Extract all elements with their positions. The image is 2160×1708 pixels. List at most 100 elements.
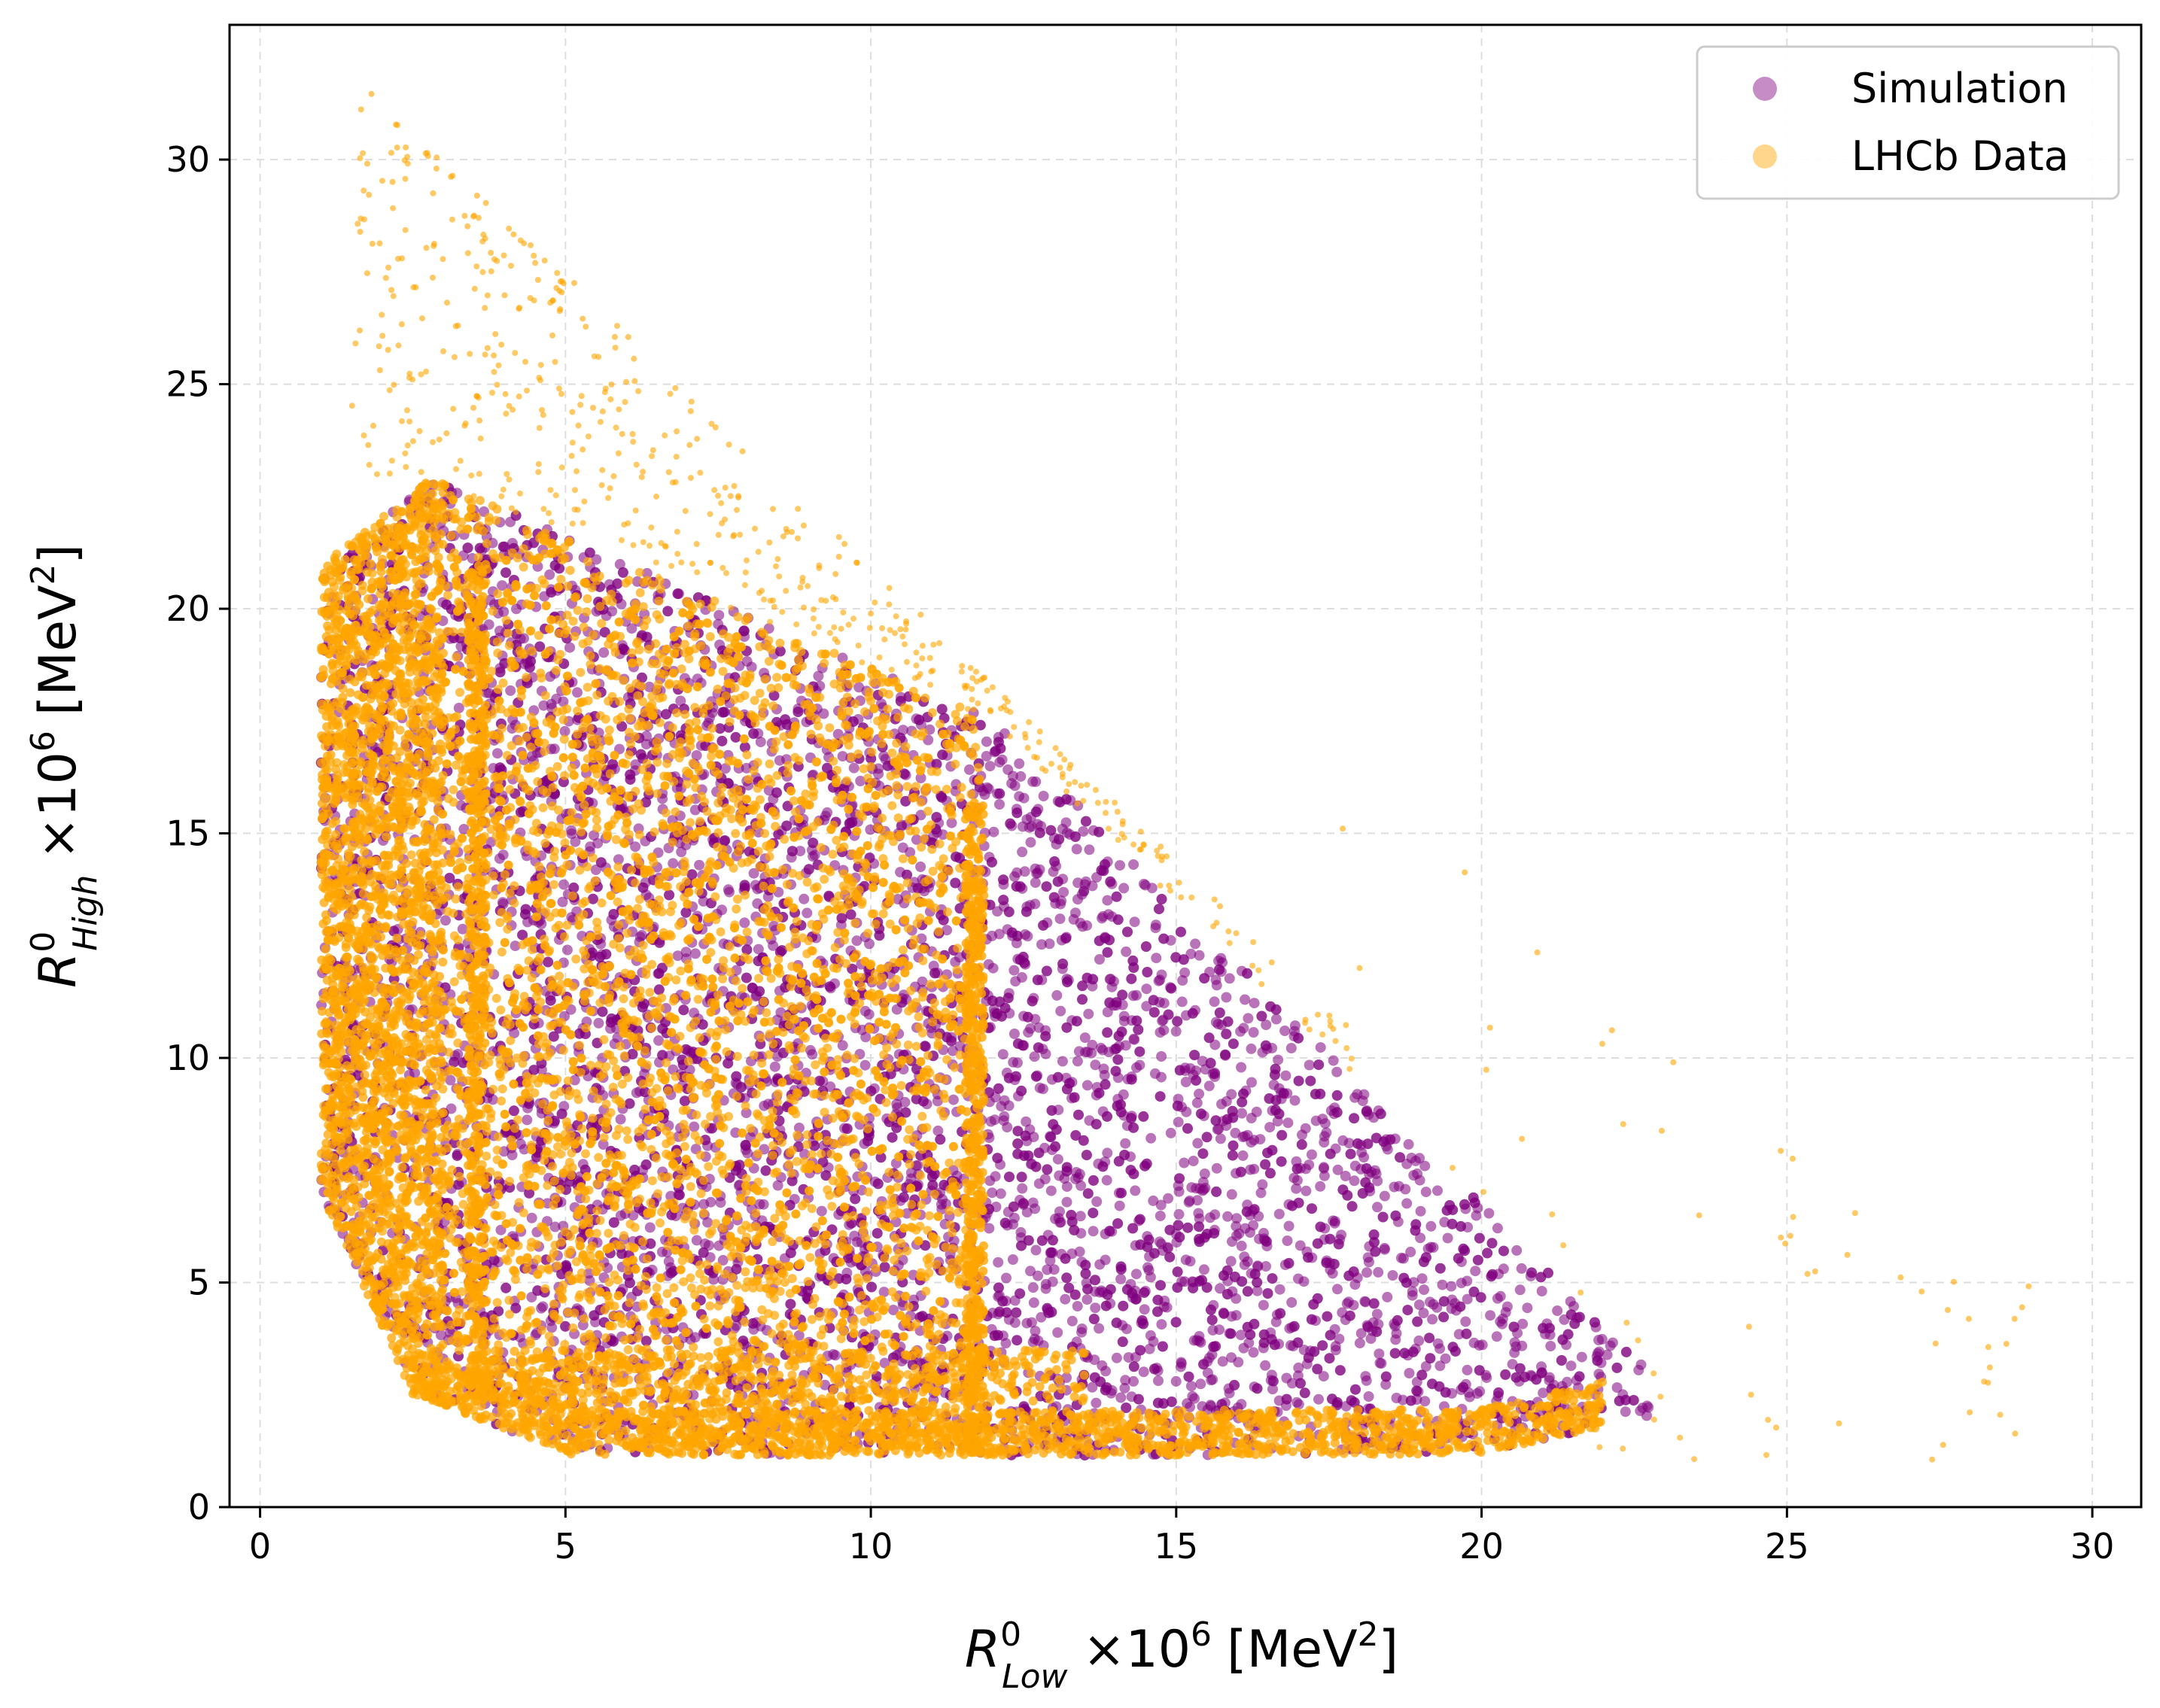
simulation-point: [458, 824, 470, 834]
simulation-point: [1179, 967, 1191, 978]
simulation-point: [1185, 948, 1197, 959]
simulation-point: [999, 1095, 1010, 1106]
simulation-point: [1173, 1186, 1185, 1197]
simulation-point: [1283, 1220, 1294, 1232]
simulation-point: [1163, 1193, 1174, 1204]
simulation-point: [1077, 921, 1088, 932]
simulation-point: [1047, 1276, 1058, 1287]
simulation-point: [526, 1212, 537, 1223]
simulation-point: [570, 836, 581, 847]
simulation-point: [1237, 1108, 1247, 1119]
simulation-point: [1009, 871, 1020, 882]
simulation-point: [1268, 1079, 1279, 1090]
simulation-point: [1279, 1026, 1291, 1036]
simulation-point: [1401, 1198, 1413, 1209]
simulation-point: [1088, 1226, 1099, 1237]
simulation-point: [1495, 1290, 1506, 1302]
simulation-point: [1349, 1092, 1361, 1103]
simulation-point: [1209, 996, 1220, 1007]
simulation-point: [1233, 1357, 1244, 1368]
simulation-point: [1009, 780, 1021, 792]
simulation-point: [1291, 1183, 1302, 1194]
simulation-point: [1090, 1302, 1101, 1314]
simulation-point: [748, 868, 759, 879]
simulation-point: [915, 862, 926, 872]
simulation-point: [1470, 1266, 1481, 1277]
simulation-point: [1371, 1169, 1382, 1180]
simulation-point: [1360, 1371, 1371, 1382]
simulation-point: [452, 1179, 464, 1190]
simulation-point: [1191, 1097, 1203, 1108]
simulation-point: [593, 1017, 604, 1029]
simulation-point: [1273, 1208, 1285, 1220]
simulation-point: [1492, 1223, 1503, 1234]
simulation-point: [1102, 1147, 1113, 1159]
simulation-point: [984, 761, 996, 772]
simulation-point: [805, 1044, 816, 1056]
simulation-point: [1425, 1220, 1437, 1232]
simulation-point: [507, 1150, 518, 1160]
simulation-point: [1420, 1361, 1431, 1372]
simulation-point: [999, 1111, 1010, 1122]
simulation-point: [1129, 916, 1140, 928]
simulation-point: [983, 959, 994, 970]
simulation-point: [1102, 895, 1113, 906]
simulation-point: [1027, 1282, 1039, 1293]
simulation-point: [644, 1222, 656, 1233]
simulation-point: [1121, 946, 1132, 957]
simulation-point: [1297, 1129, 1307, 1141]
simulation-point: [1154, 1236, 1165, 1248]
simulation-point: [598, 647, 610, 658]
simulation-point: [799, 893, 810, 904]
simulation-point: [1192, 1138, 1203, 1149]
simulation-point: [1294, 1240, 1306, 1251]
simulation-point: [1203, 1080, 1215, 1092]
simulation-point: [915, 773, 926, 783]
simulation-point: [1373, 1266, 1384, 1278]
simulation-point: [1002, 1122, 1013, 1133]
simulation-point: [497, 580, 508, 591]
simulation-point: [1391, 1393, 1402, 1403]
simulation-point: [1138, 878, 1149, 889]
simulation-point: [440, 915, 451, 926]
simulation-point: [1195, 1378, 1206, 1390]
simulation-point: [1009, 965, 1020, 976]
simulation-point: [1315, 1181, 1326, 1192]
simulation-point: [1038, 791, 1049, 801]
simulation-point: [1509, 1337, 1520, 1348]
simulation-point: [1235, 1330, 1246, 1341]
simulation-point: [1387, 1270, 1398, 1281]
simulation-point: [544, 569, 555, 580]
simulation-point: [741, 1108, 752, 1119]
simulation-point: [753, 944, 764, 955]
simulation-point: [1007, 1254, 1018, 1265]
simulation-point: [1332, 1284, 1343, 1295]
simulation-point: [1413, 1335, 1425, 1346]
simulation-point: [948, 1094, 959, 1105]
simulation-point: [1415, 1205, 1426, 1217]
simulation-point: [1286, 1297, 1298, 1308]
simulation-point: [1128, 1375, 1139, 1387]
simulation-point: [589, 830, 600, 841]
simulation-point: [897, 842, 908, 853]
simulation-point: [1462, 1275, 1473, 1287]
simulation-point: [739, 917, 750, 928]
simulation-point: [1224, 973, 1235, 984]
simulation-point: [1042, 1264, 1053, 1275]
simulation-point: [1210, 1017, 1221, 1028]
simulation-point: [1130, 1269, 1142, 1280]
simulation-point: [741, 656, 753, 667]
simulation-point: [1217, 1356, 1228, 1367]
simulation-point: [1298, 1276, 1310, 1287]
simulation-point: [680, 947, 692, 958]
simulation-point: [1118, 883, 1130, 894]
simulation-point: [1102, 1007, 1113, 1018]
simulation-point: [1209, 1209, 1221, 1220]
simulation-point: [1120, 1375, 1131, 1386]
simulation-point: [1165, 1127, 1176, 1138]
simulation-point: [445, 1074, 456, 1086]
simulation-point: [989, 1114, 1000, 1126]
simulation-point: [1420, 1187, 1431, 1198]
simulation-point: [848, 762, 859, 773]
